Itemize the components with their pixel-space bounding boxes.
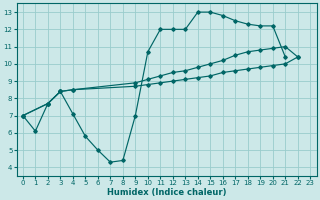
X-axis label: Humidex (Indice chaleur): Humidex (Indice chaleur) <box>107 188 226 197</box>
